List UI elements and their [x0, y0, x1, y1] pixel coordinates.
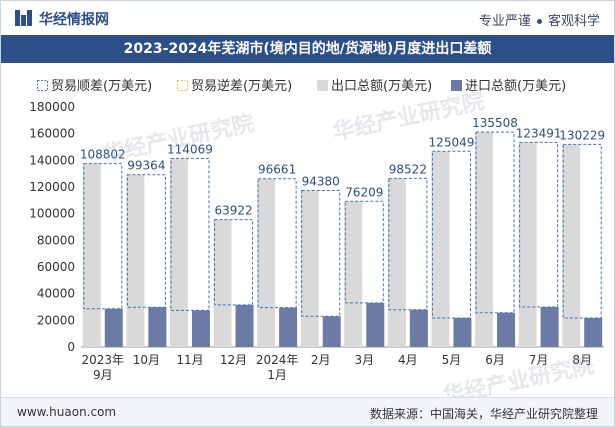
legend-label-import: 进口总额(万美元) — [465, 79, 567, 94]
import-bar — [279, 307, 298, 347]
legend-item-deficit: 贸易逆差(万美元) — [177, 75, 292, 94]
legend-swatch-export-icon — [317, 80, 328, 91]
import-bar — [497, 312, 516, 347]
import-bar — [409, 309, 428, 347]
surplus-box — [257, 178, 297, 309]
surplus-data-label: 135508 — [472, 116, 518, 130]
export-bar — [213, 219, 232, 347]
surplus-box — [562, 143, 602, 319]
logo-icon — [15, 10, 32, 26]
export-bar — [387, 178, 406, 347]
footer: www.huaon.com 数据来源：中国海关，华经产业研究院整理 — [1, 397, 614, 426]
x-tick-label: 2月 — [311, 353, 331, 367]
legend-label-deficit: 贸易逆差(万美元) — [191, 79, 293, 94]
import-bar — [366, 302, 385, 347]
surplus-box — [214, 219, 254, 306]
y-tick-label: 20000 — [37, 313, 75, 327]
surplus-data-label: 125049 — [429, 135, 475, 149]
tag-professional: 专业严谨 — [478, 14, 531, 29]
x-tick-label: 7月 — [529, 353, 549, 367]
y-tick-label: 140000 — [29, 153, 75, 167]
import-bar — [322, 316, 341, 347]
title-bar: 2023-2024年芜湖市(境内目的地/货源地)月度进出口差额 — [1, 35, 614, 63]
import-bar — [540, 307, 559, 347]
surplus-data-label: 108802 — [80, 148, 126, 162]
legend-label-export: 出口总额(万美元) — [331, 79, 433, 94]
import-bar — [104, 308, 123, 347]
export-bar — [431, 151, 450, 347]
footer-url: www.huaon.com — [17, 405, 117, 419]
legend-swatch-surplus-icon — [37, 80, 48, 91]
bar-chart: 0 20000 40000 60000 80000 100000 120000 140000 1… — [29, 100, 605, 382]
y-tick-label: 40000 — [37, 287, 75, 301]
legend-swatch-deficit-icon — [177, 80, 188, 91]
y-tick-label: 120000 — [29, 180, 75, 194]
separator-dot-icon — [536, 19, 542, 24]
surplus-box — [519, 141, 559, 308]
x-tick-label: 1月 — [267, 368, 287, 382]
y-tick-label: 80000 — [37, 233, 75, 247]
x-tick-label: 2024年 — [256, 353, 299, 367]
tag-objective: 客观科学 — [547, 14, 600, 29]
x-tick-label: 8月 — [572, 353, 592, 367]
y-tick-label: 60000 — [37, 260, 75, 274]
import-bar — [584, 317, 603, 347]
surplus-box — [83, 163, 123, 310]
legend-label-surplus: 贸易顺差(万美元) — [51, 79, 153, 94]
x-tick-label: 3月 — [354, 353, 374, 367]
brand-name: 华经情报网 — [39, 12, 109, 28]
x-tick-label: 11月 — [176, 353, 203, 367]
export-bar — [475, 132, 494, 347]
top-bar: 华经情报网 专业严谨 客观科学 — [1, 1, 614, 35]
surplus-data-label: 114069 — [167, 142, 213, 156]
surplus-box — [431, 150, 471, 319]
surplus-data-label: 94380 — [302, 174, 340, 188]
import-bar — [148, 307, 167, 347]
y-tick-label: 180000 — [29, 100, 75, 114]
header-tags: 专业严谨 客观科学 — [479, 10, 600, 29]
legend-item-import: 进口总额(万美元) — [451, 75, 566, 94]
export-bar — [344, 201, 363, 347]
surplus-data-label: 63922 — [214, 204, 252, 218]
footer-source: 数据来源：中国海关，华经产业研究院整理 — [369, 407, 598, 421]
x-tick-label: 2023年 — [82, 353, 125, 367]
legend: 贸易顺差(万美元) 贸易逆差(万美元) 出口总额(万美元) 进口总额(万美元) — [1, 73, 614, 95]
import-bar — [235, 304, 254, 347]
x-tick-label: 4月 — [398, 353, 418, 367]
surplus-data-label: 99364 — [127, 159, 165, 173]
export-bar — [257, 178, 276, 347]
y-tick-label: 160000 — [29, 127, 75, 141]
surplus-data-label: 98522 — [389, 162, 427, 176]
import-bar — [453, 317, 472, 347]
export-bar — [126, 174, 145, 347]
export-bar — [518, 142, 537, 347]
x-tick-label: 6月 — [485, 353, 505, 367]
surplus-box — [475, 131, 515, 314]
surplus-box — [301, 189, 341, 317]
legend-swatch-import-icon — [451, 80, 462, 91]
export-bar — [300, 190, 319, 347]
export-bar — [169, 158, 188, 347]
x-tick-label: 9月 — [93, 368, 113, 382]
export-bar — [82, 163, 101, 347]
x-tick-label: 10月 — [133, 353, 160, 367]
y-tick-label: 100000 — [29, 207, 75, 221]
x-tick-label: 12月 — [220, 353, 247, 367]
surplus-data-label: 76209 — [345, 185, 383, 199]
surplus-data-label: 123491 — [516, 126, 562, 140]
surplus-data-label: 96661 — [258, 163, 296, 177]
y-tick-label: 0 — [67, 340, 75, 354]
chart-title: 2023-2024年芜湖市(境内目的地/货源地)月度进出口差额 — [123, 41, 492, 57]
import-bar — [191, 310, 210, 347]
legend-item-export: 出口总额(万美元) — [317, 75, 432, 94]
legend-item-surplus: 贸易顺差(万美元) — [37, 75, 152, 94]
export-bar — [562, 144, 581, 347]
surplus-data-label: 130229 — [559, 128, 605, 142]
x-tick-label: 5月 — [442, 353, 462, 367]
